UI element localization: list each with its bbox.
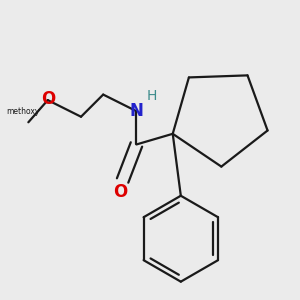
Text: N: N	[130, 102, 143, 120]
Text: O: O	[40, 90, 55, 108]
Text: methoxy: methoxy	[6, 107, 40, 116]
Text: H: H	[146, 89, 157, 103]
Text: O: O	[113, 183, 127, 201]
